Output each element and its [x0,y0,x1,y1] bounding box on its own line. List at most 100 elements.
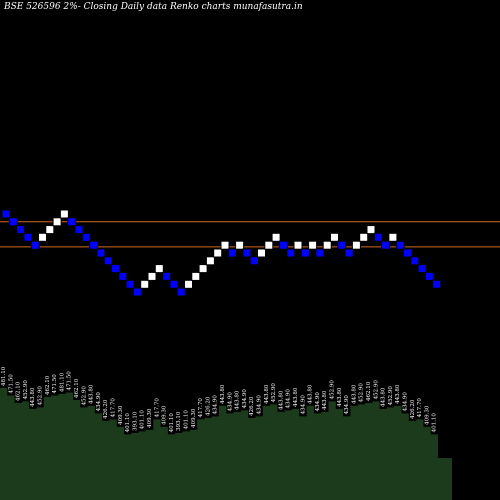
renko-brick [308,240,318,250]
volume-label: 471.50 [52,374,58,394]
renko-brick [242,248,252,258]
renko-brick [8,217,18,227]
renko-brick [330,232,339,242]
renko-brick [249,256,259,266]
volume-area-fill [0,388,452,500]
volume-label: 401.10 [125,413,131,433]
renko-brick [103,256,113,266]
renko-brick [213,248,223,258]
renko-brick [395,240,405,250]
volume-label: 434.90 [315,392,321,412]
renko-brick [81,232,91,242]
renko-brick [205,256,215,266]
renko-brick [315,248,325,258]
renko-brick [410,256,420,266]
renko-brick [271,232,281,242]
volume-label: 434.90 [257,395,263,415]
renko-brick [220,240,230,250]
volume-label: 409.30 [424,405,430,425]
volume-label: 452.90 [81,386,87,406]
volume-label: 417.70 [198,398,204,418]
renko-brick [235,240,245,250]
renko-brick [381,240,391,250]
renko-brick [23,232,33,242]
volume-label: 443.80 [337,387,343,407]
renko-brick [111,264,120,274]
reference-lines [0,221,500,248]
volume-label: 443.80 [395,384,401,404]
renko-brick [337,240,347,250]
volume-label: 462.10 [16,381,22,401]
volume-label: 434.90 [300,395,306,415]
renko-brick [140,279,150,289]
volume-label: 417.70 [154,398,160,418]
renko-brick [417,264,427,274]
volume-label: 443.80 [220,384,226,404]
volume-area [0,388,452,500]
volume-label: 434.90 [286,389,292,409]
volume-label: 452.90 [38,386,44,406]
volume-label: 481.10 [1,366,7,386]
volume-label: 471.50 [8,374,14,394]
volume-label: 462.10 [74,378,80,398]
renko-brick [176,287,186,297]
renko-brick [300,248,310,258]
renko-brick [96,248,106,258]
volume-label: 471.50 [67,371,73,391]
volume-label: 452.90 [373,380,379,400]
renko-brick [403,248,412,258]
volume-label: 409.30 [191,408,197,428]
volume-label: 434.90 [344,395,350,415]
renko-brick [184,279,193,289]
volume-label: 417.70 [111,398,117,418]
volume-label: 443.80 [381,387,387,407]
renko-brick [118,271,128,281]
renko-brick [59,209,69,219]
renko-brick [351,240,361,250]
volume-label: 401.10 [432,413,438,433]
volume-labels: 481.10 471.50 462.10 452.90 443.80 452.90462.… [1,366,438,432]
volume-label: 434.90 [227,392,233,412]
renko-brick [264,240,274,250]
renko-brick [293,240,303,250]
volume-label: 443.80 [235,390,241,410]
volume-label: 409.30 [147,408,153,428]
volume-label: 481.10 [59,372,65,392]
volume-label: 393.10 [176,411,182,431]
renko-brick [432,279,442,289]
renko-brick [125,279,135,289]
renko-brick [366,225,376,235]
volume-label: 443.80 [30,387,36,407]
renko-brick [344,248,354,258]
volume-label: 434.90 [213,395,219,415]
renko-brick [359,232,369,242]
volume-label: 452.90 [271,383,277,403]
renko-brick [388,232,398,242]
renko-brick [52,217,62,227]
volume-label: 401.10 [169,413,175,433]
renko-brick [169,279,179,289]
volume-label: 452.90 [23,380,29,400]
renko-brick [286,248,296,258]
volume-label: 401.10 [184,410,190,430]
volume-label: 443.80 [264,384,270,404]
renko-brick [198,264,208,274]
volume-label: 443.80 [308,384,314,404]
renko-brick [45,225,55,235]
renko-brick [147,271,157,281]
renko-brick [227,248,237,258]
renko-brick [30,240,40,250]
renko-brick [162,271,172,281]
volume-label: 443.80 [278,390,284,410]
chart-title: BSE 526596 2%- Closing Daily data Renko … [4,2,303,12]
volume-label: 443.80 [293,387,299,407]
volume-label: 434.90 [403,392,409,412]
volume-label: 462.10 [45,375,51,395]
volume-label: 462.10 [366,381,372,401]
volume-label: 426.20 [205,396,211,416]
volume-label: 434.90 [96,392,102,412]
volume-label: 434.90 [242,389,248,409]
renko-brick [74,225,84,235]
renko-brick [1,209,11,219]
volume-label: 426.20 [103,399,109,419]
